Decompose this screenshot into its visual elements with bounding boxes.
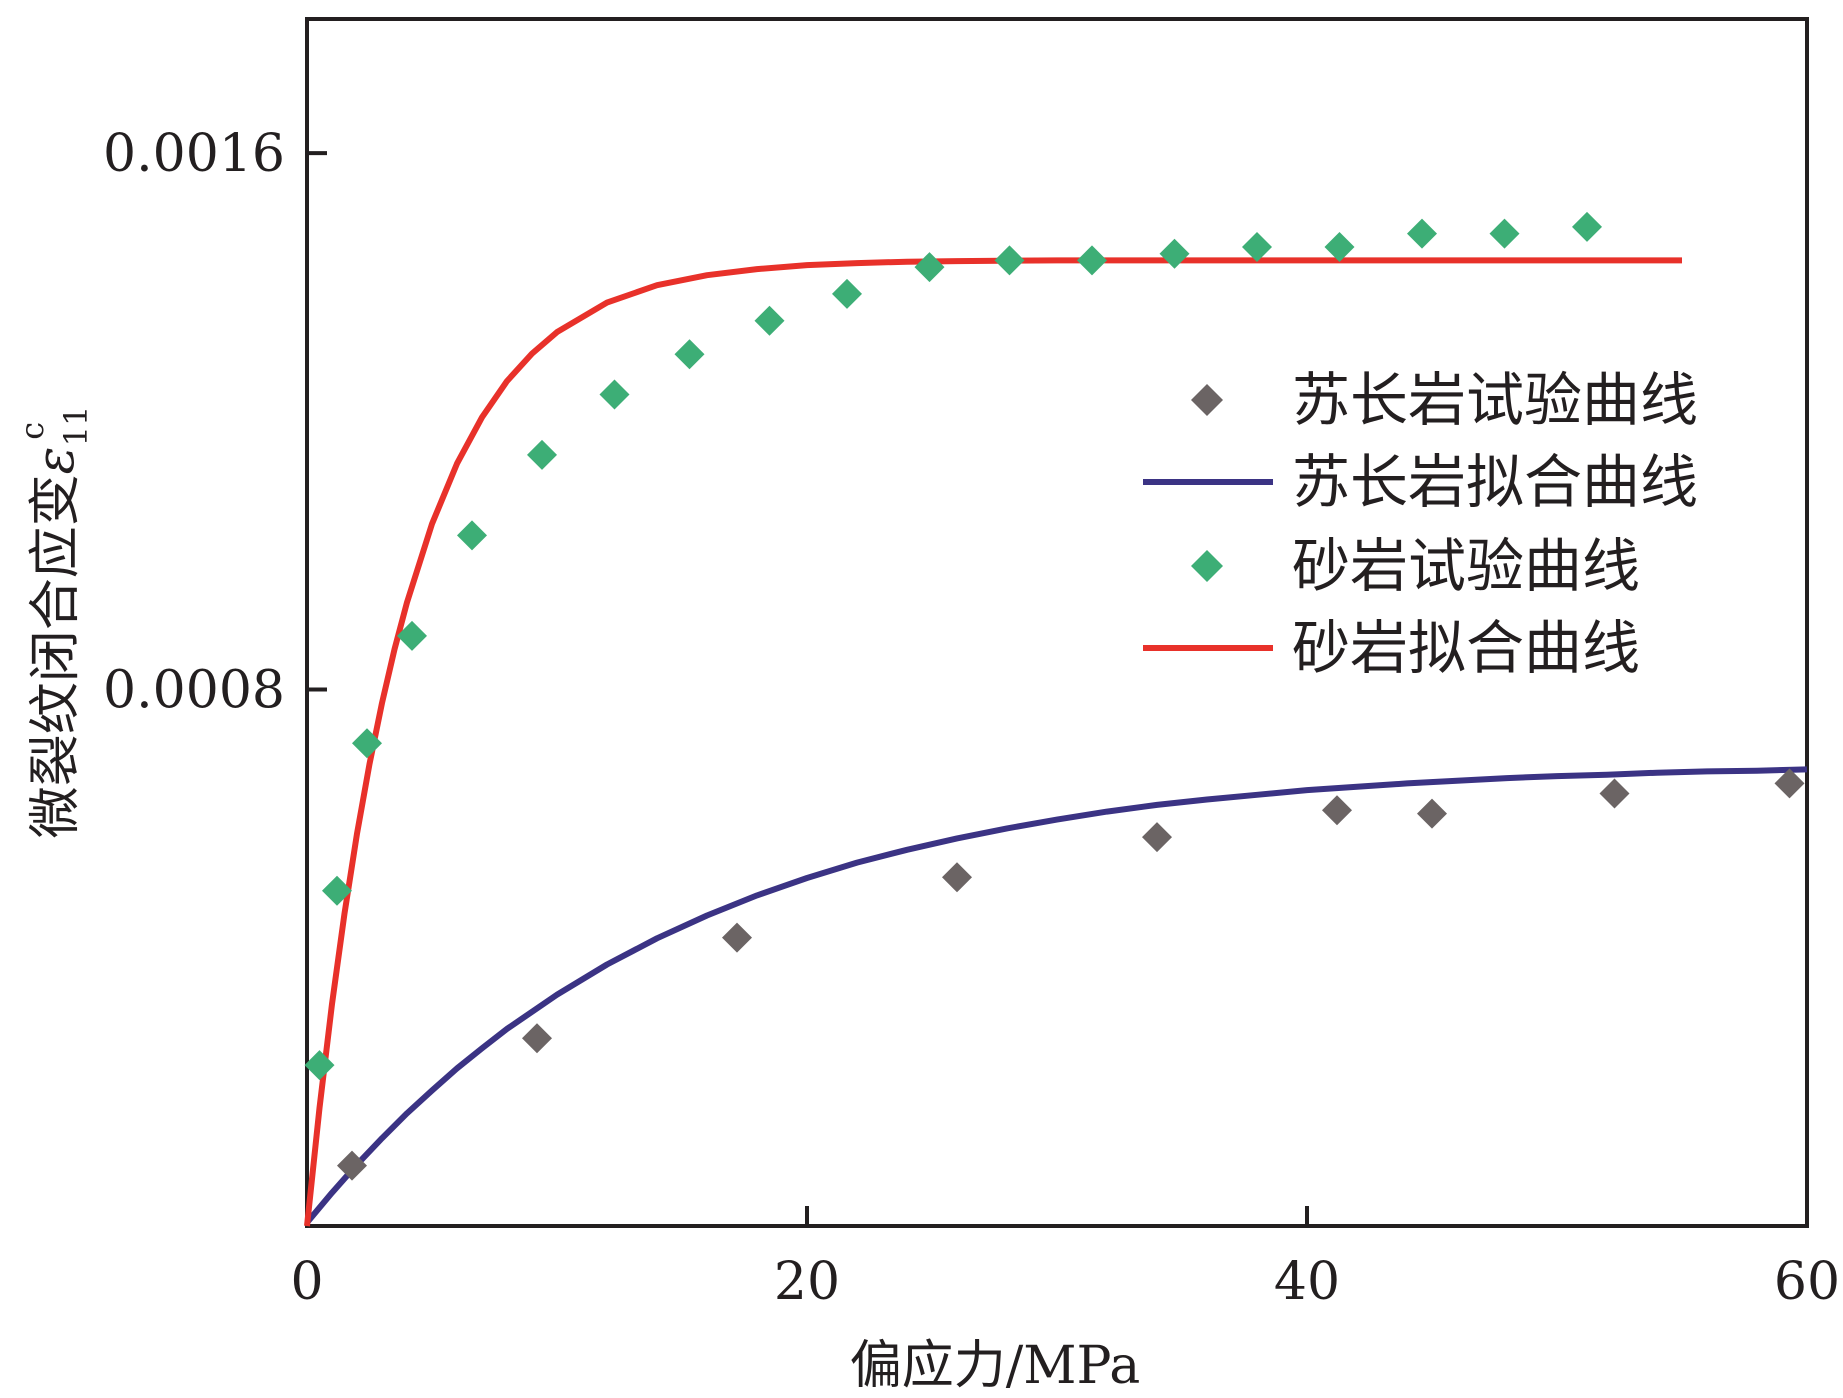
data-point-2	[1077, 245, 1107, 276]
data-point-2	[527, 439, 557, 470]
data-point-2	[832, 278, 862, 309]
y-axis-title-text: 微裂纹闭合应变	[26, 474, 86, 838]
x-tick-label: 40	[1274, 1252, 1340, 1312]
legend-label: 砂岩拟合曲线	[1292, 614, 1640, 682]
data-point-0	[337, 1150, 367, 1181]
data-point-0	[1774, 768, 1805, 799]
data-point-2	[994, 245, 1025, 276]
y-tick-label: 0.0008	[103, 661, 285, 721]
data-point-2	[754, 305, 785, 336]
data-point-2	[1572, 211, 1602, 242]
plot-frame	[305, 17, 1809, 1228]
y-ticks: 0.0008 0.0016	[103, 124, 327, 721]
x-tick-label: 0	[290, 1252, 323, 1312]
data-point-0	[522, 1023, 552, 1054]
y-tick-label: 0.0016	[103, 124, 285, 184]
data-point-2	[304, 1050, 335, 1081]
data-point-0	[1599, 778, 1630, 809]
data-point-2	[1242, 231, 1272, 262]
data-point-2	[352, 728, 382, 759]
legend-marker-symbol	[1191, 550, 1223, 582]
data-point-2	[457, 520, 487, 551]
data-point-2	[674, 339, 705, 370]
data-point-2	[914, 252, 945, 283]
x-tick-label: 20	[774, 1252, 840, 1312]
data-point-0	[722, 922, 752, 953]
data-point-2	[397, 620, 427, 651]
y-axis-title-subscript: 11	[57, 406, 95, 447]
x-tick-label: 60	[1774, 1252, 1840, 1312]
data-point-2	[1324, 231, 1355, 262]
legend-label: 苏长岩试验曲线	[1292, 366, 1698, 434]
data-point-0	[1142, 822, 1172, 853]
legend-label: 砂岩试验曲线	[1292, 532, 1640, 600]
data-point-2	[599, 379, 630, 410]
data-point-0	[942, 862, 972, 893]
data-point-2	[1489, 218, 1520, 249]
series-line-1	[304, 766, 1808, 1225]
y-axis-title-symbol: ε	[26, 446, 86, 474]
data-point-0	[1322, 795, 1352, 826]
data-point-0	[1417, 798, 1447, 829]
series-layer	[304, 211, 1808, 1227]
data-point-2	[1159, 238, 1190, 269]
data-point-2	[1407, 218, 1437, 249]
y-axis-title: 微裂纹闭合应变ε11 c	[13, 406, 95, 839]
legend-label: 苏长岩拟合曲线	[1292, 448, 1698, 516]
x-ticks: 0 20 40 60	[290, 1206, 1840, 1312]
data-point-2	[322, 875, 352, 906]
legend-marker-symbol	[1191, 384, 1223, 416]
x-axis-title: 偏应力/MPa	[850, 1336, 1140, 1396]
y-axis-title-superscript: c	[13, 422, 51, 440]
